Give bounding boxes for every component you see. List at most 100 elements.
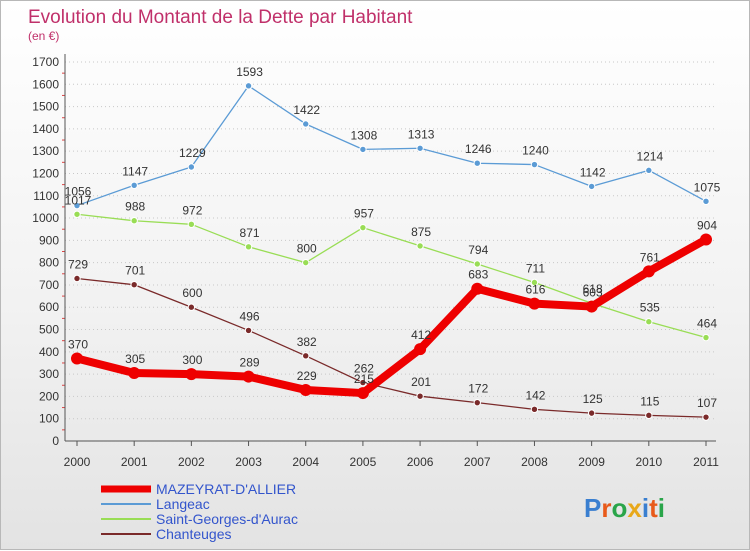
series-line-chanteuges — [76, 277, 707, 418]
data-label: 1593 — [236, 65, 263, 79]
grid-lines — [65, 61, 714, 420]
data-label: 201 — [411, 375, 431, 389]
chart-title: Evolution du Montant de la Dette par Hab… — [28, 7, 413, 28]
x-tick-label: 2004 — [292, 455, 319, 469]
x-axis-ticks: 2000 2001 2002 2003 2004 2005 2006 2007 2008 2009… — [64, 455, 720, 469]
legend-label: Saint-Georges-d'Aurac — [156, 511, 298, 527]
data-label: 115 — [640, 394, 659, 408]
data-point-langeac — [702, 197, 710, 206]
data-point-mazeyrat-d-allier — [528, 297, 541, 310]
data-label: 229 — [297, 369, 317, 383]
data-label: 729 — [68, 257, 88, 271]
y-tick-label: 700 — [39, 278, 59, 292]
data-point-chanteuges — [645, 411, 653, 420]
y-tick-label: 100 — [39, 412, 59, 426]
data-label: 142 — [525, 388, 545, 402]
chart-subtitle: (en €) — [28, 29, 59, 43]
legend-label: MAZEYRAT-D'ALLIER — [156, 481, 296, 497]
data-label: 382 — [297, 335, 317, 349]
data-point-saint-georges-d-aurac — [302, 258, 310, 267]
data-label: 125 — [583, 392, 603, 406]
data-label: 761 — [640, 250, 660, 264]
series-line-saint-georges-d-aurac — [76, 213, 707, 339]
data-label: 172 — [468, 382, 488, 396]
data-label: 904 — [697, 218, 717, 232]
data-point-langeac — [187, 163, 196, 171]
data-label: 1214 — [636, 149, 663, 163]
data-point-chanteuges — [302, 352, 310, 360]
data-label: 1147 — [122, 164, 148, 178]
data-label: 370 — [68, 338, 88, 352]
y-tick-label: 800 — [39, 256, 59, 270]
data-label: 988 — [125, 200, 145, 214]
logo-letter: P — [584, 493, 601, 523]
data-label: 496 — [240, 309, 260, 323]
logo-letter: i — [658, 493, 665, 523]
x-tick-label: 2001 — [121, 455, 148, 469]
logo-letter: o — [611, 493, 627, 523]
x-tick-label: 2005 — [350, 455, 377, 469]
x-tick-label: 2006 — [407, 455, 434, 469]
data-point-saint-georges-d-aurac — [359, 223, 367, 232]
data-point-chanteuges — [473, 398, 481, 407]
data-point-chanteuges — [587, 409, 596, 417]
y-tick-label: 1500 — [32, 100, 59, 114]
data-point-langeac — [587, 182, 596, 191]
data-labels: 370 305 300 289 229 215 412 683 616 603 761 904 1056… — [65, 65, 721, 410]
data-label: 600 — [182, 286, 202, 300]
data-point-langeac — [73, 201, 81, 210]
data-point-mazeyrat-d-allier — [71, 352, 83, 365]
data-point-saint-georges-d-aurac — [187, 220, 196, 229]
legend-label: Langeac — [156, 496, 210, 512]
data-point-mazeyrat-d-allier — [642, 265, 655, 278]
proxiti-logo: Proxiti — [584, 493, 665, 523]
y-tick-label: 900 — [39, 233, 59, 247]
y-tick-label: 1400 — [32, 122, 59, 136]
y-tick-label: 1200 — [32, 166, 59, 180]
data-point-mazeyrat-d-allier — [299, 383, 312, 396]
y-axis-ticks: 0 100 200 300 400 500 600 700 800 900 1000 1100 1200… — [32, 55, 59, 448]
x-tick-label: 2002 — [178, 455, 205, 469]
data-point-mazeyrat-d-allier — [700, 233, 712, 246]
x-tick-label: 2000 — [64, 455, 91, 469]
y-tick-label: 0 — [52, 434, 59, 448]
y-tick-label: 1100 — [33, 189, 59, 203]
data-label: 1246 — [465, 142, 492, 156]
data-point-langeac — [302, 120, 310, 128]
data-point-chanteuges — [416, 392, 424, 400]
data-point-mazeyrat-d-allier — [356, 387, 369, 400]
data-label: 1017 — [65, 193, 92, 207]
data-label: 107 — [697, 396, 717, 410]
x-tick-label: 2011 — [693, 455, 719, 469]
data-point-mazeyrat-d-allier — [585, 300, 598, 313]
axes — [62, 54, 716, 446]
data-point-mazeyrat-d-allier — [128, 367, 141, 380]
data-label: 616 — [525, 283, 545, 297]
data-point-langeac — [359, 145, 367, 154]
data-label: 972 — [182, 203, 202, 217]
data-label: 1075 — [694, 180, 721, 194]
data-point-chanteuges — [359, 378, 367, 387]
series-group — [71, 82, 712, 421]
logo-letter: i — [642, 493, 649, 523]
data-label: 1229 — [179, 146, 206, 160]
y-tick-label: 1300 — [32, 144, 59, 158]
data-label: 1313 — [408, 127, 435, 141]
logo-letter: r — [601, 493, 611, 523]
y-tick-label: 1600 — [32, 77, 59, 91]
x-tick-label: 2008 — [521, 455, 548, 469]
data-point-langeac — [244, 82, 253, 90]
data-point-saint-georges-d-aurac — [130, 217, 138, 225]
logo-letter: x — [627, 493, 642, 523]
data-label: 262 — [354, 362, 374, 376]
x-tick-label: 2007 — [464, 455, 491, 469]
data-label: 412 — [411, 328, 431, 342]
legend: MAZEYRAT-D'ALLIERLangeacSaint-Georges-d'… — [101, 481, 298, 542]
data-point-mazeyrat-d-allier — [414, 343, 427, 356]
data-label: 1240 — [522, 144, 549, 158]
data-point-mazeyrat-d-allier — [242, 370, 255, 383]
y-tick-label: 1700 — [32, 55, 59, 69]
y-tick-label: 300 — [39, 367, 59, 381]
y-tick-label: 600 — [39, 300, 59, 314]
data-label: 701 — [125, 264, 145, 278]
